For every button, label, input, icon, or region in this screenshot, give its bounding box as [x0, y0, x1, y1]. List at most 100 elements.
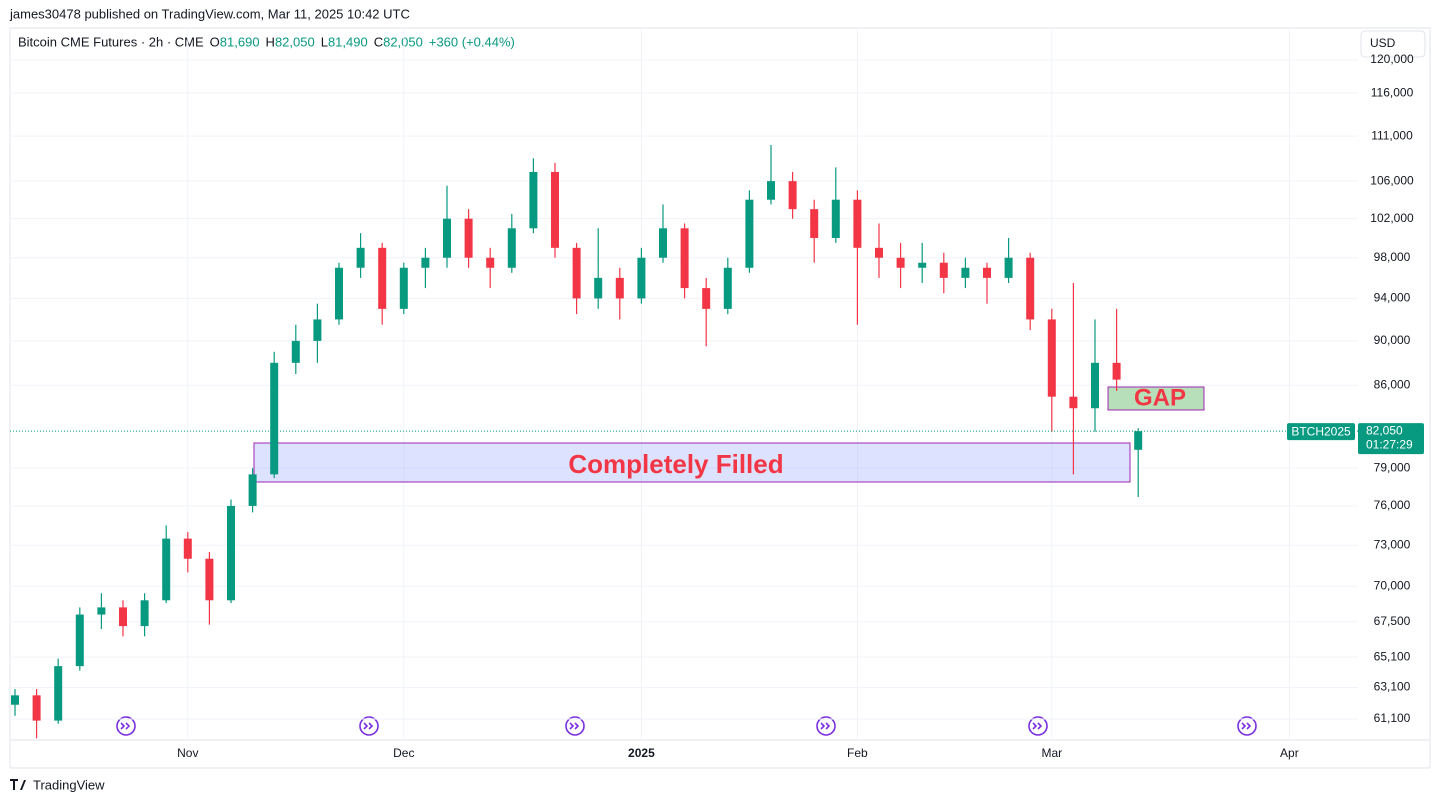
price-label: 82,050 — [1366, 423, 1403, 437]
candle-body — [659, 228, 667, 258]
candle-body — [551, 171, 559, 248]
candle-body — [702, 288, 711, 309]
y-tick-label: 94,000 — [1374, 291, 1411, 305]
candle-body — [75, 614, 84, 667]
candle-body — [248, 474, 257, 506]
candle-body — [335, 267, 343, 320]
y-tick-label: 65,100 — [1374, 649, 1411, 663]
y-tick-label: 63,100 — [1374, 680, 1411, 694]
grid — [10, 28, 1358, 740]
symbol-tag — [1287, 423, 1355, 441]
gap-zone — [1107, 386, 1205, 411]
candle-body — [313, 319, 322, 341]
y-tick-label: 76,000 — [1374, 498, 1411, 512]
annotation-filled: Completely Filled — [568, 449, 783, 479]
x-tick-label: Nov — [177, 746, 198, 760]
candle-body — [421, 257, 430, 268]
x-tick-label: 2025 — [628, 746, 655, 760]
candle-body — [1112, 362, 1121, 380]
candle-body — [443, 218, 451, 258]
candle-body — [119, 607, 127, 627]
symbol: Bitcoin CME Futures · 2h · CME — [18, 34, 204, 49]
price-tag — [1358, 423, 1424, 455]
candle-body — [637, 257, 646, 299]
ohlc-value: 82,050 — [275, 34, 315, 49]
candle-body — [97, 607, 106, 615]
candle-body — [162, 538, 171, 601]
candle-body — [356, 247, 365, 268]
ohlc-value: 81,490 — [328, 34, 368, 49]
candle-body — [853, 199, 862, 248]
candle-body — [961, 267, 970, 278]
footer-brand: TradingView — [33, 777, 105, 792]
candle-body — [723, 267, 732, 309]
annotation-gap: GAP — [1134, 384, 1186, 411]
ohlc-change: +360 (+0.44%) — [429, 34, 515, 49]
ohlc-value: 81,690 — [220, 34, 260, 49]
candle-body — [54, 666, 63, 721]
replay-icons — [116, 716, 1257, 736]
frame — [9, 27, 1431, 769]
candle-body — [399, 267, 408, 309]
y-tick-label: 102,000 — [1370, 211, 1414, 225]
candle-body — [788, 181, 797, 210]
candle-body — [1134, 431, 1143, 450]
candle-body — [572, 247, 581, 299]
y-tick-label: 67,500 — [1374, 614, 1411, 628]
ohlc-label: L — [321, 34, 328, 49]
ohlc: O 81,690 H 82,050 L 81,490 C 82,050 +360 (+0.44%… — [210, 34, 515, 49]
countdown: 01:27:29 — [1366, 437, 1413, 451]
candle-body — [486, 257, 495, 268]
candle-body — [464, 218, 473, 258]
candle-body — [507, 228, 516, 268]
candle-body — [896, 257, 905, 268]
y-tick-label: 90,000 — [1374, 333, 1411, 347]
candle-body — [615, 277, 624, 299]
y-tick-label: 73,000 — [1374, 537, 1411, 551]
candle-body — [183, 538, 192, 559]
currency-button[interactable] — [1360, 30, 1426, 58]
candle-body — [291, 340, 300, 363]
currency[interactable]: USD — [1370, 36, 1396, 50]
ohlc-label: H — [266, 34, 275, 49]
filled-zone — [253, 442, 1131, 483]
candle-body — [810, 209, 819, 239]
y-tick-label: 79,000 — [1374, 460, 1411, 474]
candle-body — [529, 171, 538, 229]
y-tick-label: 98,000 — [1374, 250, 1411, 264]
candle-body — [270, 362, 279, 475]
x-tick-label: Apr — [1280, 746, 1299, 760]
candle-body — [1026, 257, 1035, 320]
x-tick-label: Mar — [1041, 746, 1062, 760]
candle-body — [875, 247, 883, 258]
y-tick-label: 70,000 — [1374, 578, 1411, 592]
y-tick-label: 120,000 — [1370, 52, 1414, 66]
ohlc-label: O — [210, 34, 220, 49]
y-tick-label: 116,000 — [1371, 85, 1414, 99]
candle-body — [939, 262, 948, 278]
logo — [10, 779, 26, 790]
candle-body — [594, 277, 603, 299]
candle-body — [918, 262, 927, 268]
candle-body — [1069, 396, 1078, 409]
candle-body — [11, 695, 19, 705]
candle-body — [1004, 257, 1013, 278]
symbol-label: BTCH2025 — [1291, 424, 1351, 438]
candle-body — [680, 228, 689, 289]
y-tick-label: 86,000 — [1374, 377, 1411, 391]
candle-body — [205, 558, 214, 601]
x-tick-label: Feb — [847, 746, 868, 760]
ohlc-value: 82,050 — [383, 34, 423, 49]
candle-body — [140, 600, 149, 627]
ohlc-label: C — [374, 34, 383, 49]
candle-body — [767, 181, 775, 200]
y-tick-label: 111,000 — [1371, 128, 1413, 142]
candle-body — [1091, 362, 1099, 409]
candle-body — [1047, 319, 1056, 397]
candle-body — [983, 267, 991, 278]
y-tick-label: 61,100 — [1374, 711, 1411, 725]
y-tick-label: 106,000 — [1370, 173, 1414, 187]
candle-body — [378, 247, 387, 309]
